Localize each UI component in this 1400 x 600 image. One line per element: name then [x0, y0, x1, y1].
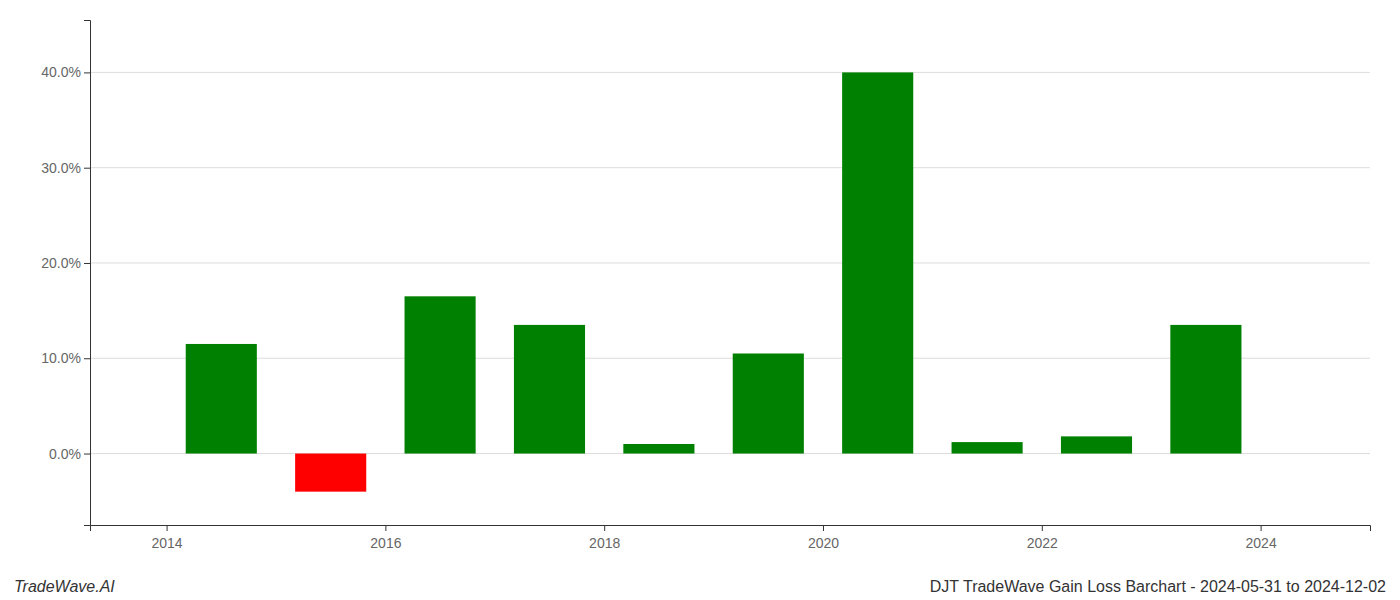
bars: [186, 72, 1242, 491]
x-tick-mark: [823, 525, 824, 531]
x-tick-label: 2018: [589, 535, 620, 551]
y-tick-label: 40.0%: [41, 64, 81, 80]
bar: [405, 296, 476, 453]
y-tick-label: 10.0%: [41, 350, 81, 366]
x-tick: 2022: [1027, 525, 1058, 551]
x-tick: 2016: [370, 525, 401, 551]
x-tick-label: 2020: [808, 535, 839, 551]
y-tick-label: 30.0%: [41, 160, 81, 176]
y-tick: 40.0%: [41, 64, 90, 80]
grid: [90, 72, 1370, 453]
y-axis-line: [84, 21, 91, 526]
bar: [1170, 325, 1241, 454]
x-tick-label: 2016: [370, 535, 401, 551]
x-axis-line: [91, 526, 1371, 532]
plot: 2014 2016 2018 2020 2022 2024 0.0% 10.0% 20.0% 30…: [41, 21, 1370, 552]
y-tick-mark: [84, 358, 90, 359]
y-tick-mark: [84, 263, 90, 264]
grid-line: [90, 72, 1370, 73]
y-tick: 30.0%: [41, 160, 90, 176]
x-tick: 2020: [808, 525, 839, 551]
bar: [842, 72, 913, 453]
x-tick: 2014: [152, 525, 183, 551]
y-tick-mark: [84, 72, 90, 73]
x-tick-mark: [167, 525, 168, 531]
x-tick: 2024: [1246, 525, 1277, 551]
bar: [623, 444, 694, 454]
bar: [514, 325, 585, 454]
y-tick: 20.0%: [41, 255, 90, 271]
watermark: TradeWave.AI: [14, 578, 115, 595]
bar: [186, 344, 257, 454]
y-axis: 0.0% 10.0% 20.0% 30.0% 40.0%: [41, 21, 90, 526]
grid-line: [90, 167, 1370, 168]
y-tick-label: 0.0%: [49, 446, 81, 462]
x-tick-label: 2014: [152, 535, 183, 551]
bar: [295, 454, 366, 492]
x-tick-label: 2024: [1246, 535, 1277, 551]
x-tick-mark: [604, 525, 605, 531]
y-tick: 10.0%: [41, 350, 90, 366]
chart: 2014 2016 2018 2020 2022 2024 0.0% 10.0% 20.0% 30…: [0, 0, 1400, 600]
grid-line: [90, 262, 1370, 263]
bar: [1061, 436, 1132, 453]
y-tick-mark: [84, 168, 90, 169]
y-tick-label: 20.0%: [41, 255, 81, 271]
x-tick-mark: [1042, 525, 1043, 531]
bar: [733, 353, 804, 453]
y-tick-mark: [84, 454, 90, 455]
bar: [952, 442, 1023, 453]
x-tick: 2018: [589, 525, 620, 551]
y-tick: 0.0%: [49, 446, 90, 462]
title: DJT TradeWave Gain Loss Barchart - 2024-…: [930, 578, 1386, 595]
x-tick-mark: [1261, 525, 1262, 531]
x-axis: 2014 2016 2018 2020 2022 2024: [91, 525, 1371, 551]
x-tick-label: 2022: [1027, 535, 1058, 551]
x-tick-mark: [385, 525, 386, 531]
